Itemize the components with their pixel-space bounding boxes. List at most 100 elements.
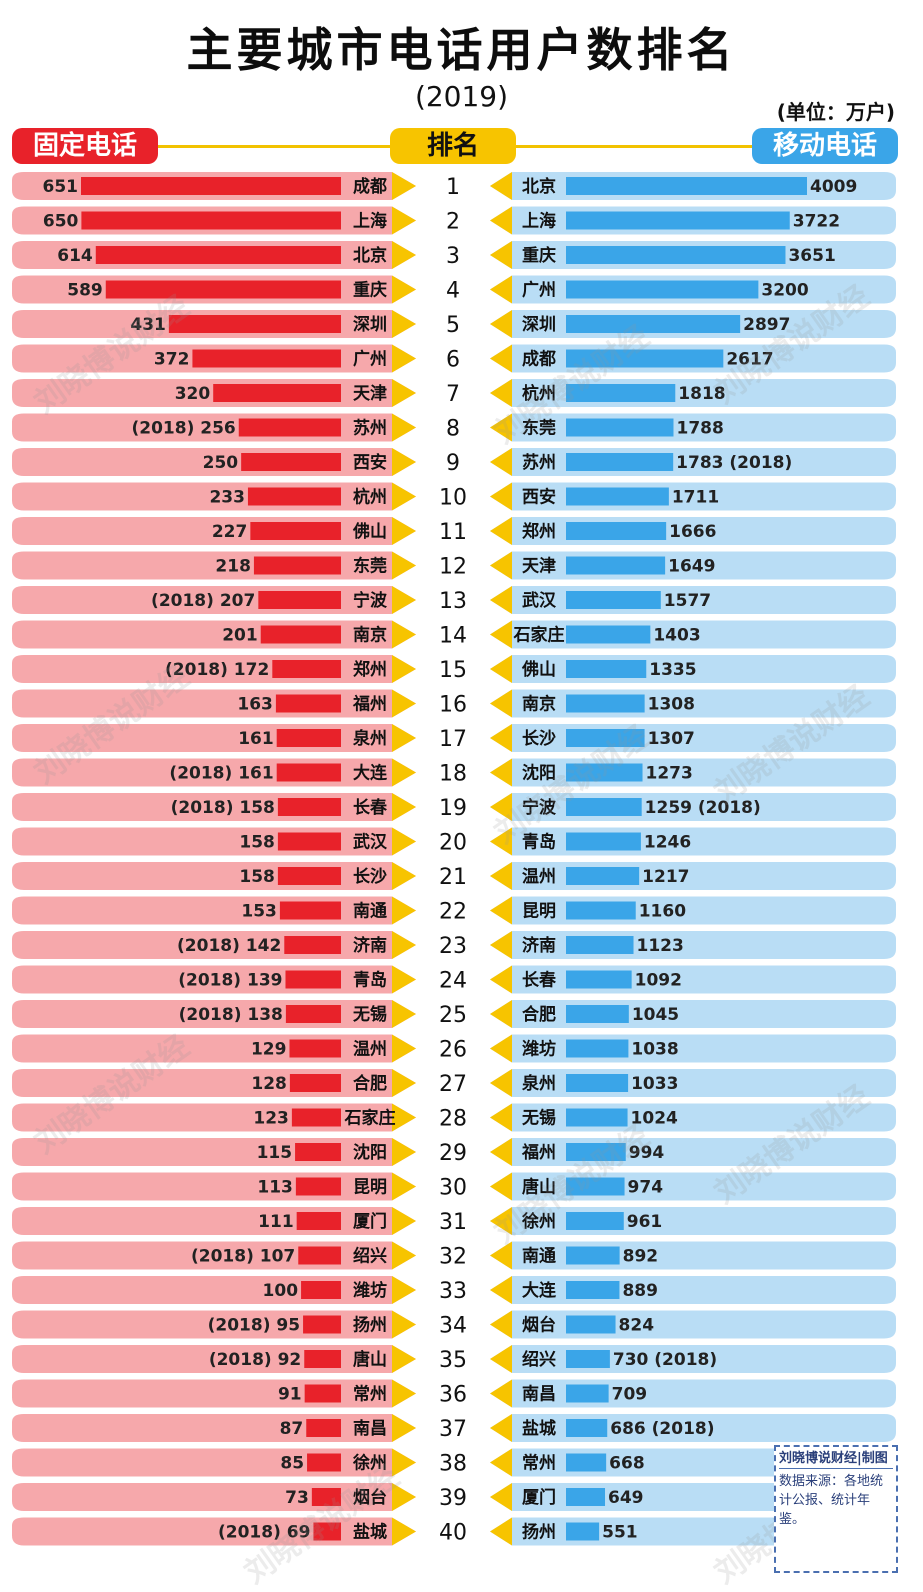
mobile-value-label: 1038 [631, 1040, 678, 1060]
mobile-value-label: 974 [628, 1178, 664, 1198]
fixed-city-label: 常州 [353, 1384, 387, 1405]
rank-label: 1 [446, 175, 460, 200]
mobile-value-label: 1123 [637, 936, 684, 956]
mobile-bar [566, 556, 666, 575]
source-box: 刘晓博说财经|制图 数据来源：各地统计公报、统计年鉴。 [774, 1445, 898, 1573]
fixed-value-label: (2018) 142 [177, 936, 281, 956]
mobile-bar [566, 798, 642, 816]
mobile-bar [566, 832, 641, 851]
fixed-arrow [392, 586, 416, 614]
rank-label: 38 [439, 1452, 467, 1477]
rank-label: 37 [439, 1417, 467, 1442]
mobile-arrow [490, 172, 512, 200]
fixed-city-label: 扬州 [353, 1315, 387, 1336]
mobile-city-label: 苏州 [522, 452, 556, 473]
fixed-bar [247, 487, 341, 506]
mobile-bar [566, 729, 645, 747]
fixed-bar [295, 1177, 341, 1196]
fixed-arrow [392, 1517, 416, 1546]
fixed-bar [168, 315, 341, 333]
mobile-city-label: 南昌 [522, 1384, 556, 1405]
rank-label: 6 [446, 348, 460, 373]
fixed-city-label: 福州 [352, 694, 387, 715]
page-title: 主要城市电话用户数排名 [186, 23, 737, 77]
mobile-value-label: 1092 [635, 971, 682, 991]
fixed-value-label: 320 [175, 384, 211, 404]
mobile-value-label: 709 [612, 1385, 648, 1405]
fixed-arrow [392, 379, 416, 407]
rank-label: 4 [446, 279, 460, 304]
mobile-city-label: 沈阳 [522, 763, 556, 784]
mobile-arrow [490, 620, 512, 649]
mobile-bar [566, 1350, 610, 1368]
fixed-value-label: 113 [257, 1178, 293, 1198]
fixed-value-label: (2018) 107 [191, 1247, 295, 1267]
fixed-bar [277, 798, 341, 816]
fixed-arrow [392, 206, 416, 235]
fixed-city-label: 石家庄 [344, 1108, 396, 1129]
fixed-arrow [392, 241, 416, 269]
mobile-bar [566, 384, 676, 402]
rank-label: 15 [439, 658, 467, 683]
mobile-bar [566, 660, 647, 678]
rank-label: 20 [439, 831, 467, 856]
fixed-value-label: 100 [263, 1281, 299, 1301]
rank-label: 5 [446, 313, 460, 338]
fixed-arrow [392, 1483, 416, 1511]
mobile-value-label: 1273 [646, 764, 693, 784]
mobile-value-label: 1307 [648, 729, 695, 749]
mobile-value-label: 1045 [632, 1005, 679, 1025]
mobile-city-label: 潍坊 [522, 1039, 556, 1060]
year-label: (2019) [414, 80, 509, 113]
mobile-arrow [490, 1483, 512, 1511]
rank-label: 2 [446, 210, 460, 235]
fixed-value-label: 115 [257, 1143, 293, 1163]
mobile-value-label: 3651 [788, 246, 835, 266]
fixed-bar [272, 660, 341, 678]
mobile-phone-header: 移动电话 [752, 128, 898, 164]
mobile-city-label: 南通 [522, 1246, 556, 1267]
fixed-arrow [392, 1207, 416, 1235]
fixed-bar [279, 901, 341, 920]
mobile-value-label: 649 [608, 1488, 644, 1508]
fixed-arrow [392, 896, 416, 925]
mobile-value-label: 1649 [668, 557, 715, 577]
mobile-bar [566, 1315, 616, 1334]
fixed-arrow [392, 1138, 416, 1166]
fixed-bar [238, 418, 341, 437]
fixed-city-label: 南通 [353, 901, 387, 922]
fixed-city-label: 郑州 [353, 659, 387, 680]
fixed-value-label: 431 [130, 315, 166, 335]
fixed-value-label: 372 [154, 350, 190, 370]
mobile-arrow [490, 724, 512, 752]
fixed-city-label: 昆明 [353, 1178, 387, 1198]
mobile-arrow [490, 551, 512, 580]
mobile-value-label: 3722 [793, 212, 840, 232]
mobile-city-label: 无锡 [521, 1108, 556, 1129]
mobile-city-label: 天津 [522, 556, 556, 577]
fixed-value-label: (2018) 207 [151, 591, 255, 611]
fixed-city-label: 盐城 [353, 1522, 387, 1543]
fixed-value-label: 85 [280, 1454, 304, 1474]
mobile-city-label: 长春 [522, 970, 556, 991]
fixed-bar [304, 1384, 341, 1403]
mobile-arrow [490, 827, 512, 856]
fixed-arrow [392, 344, 416, 373]
fixed-bar [213, 384, 341, 402]
rank-label: 39 [439, 1486, 467, 1511]
mobile-bar [566, 970, 632, 989]
mobile-arrow [490, 1207, 512, 1235]
mobile-arrow [490, 586, 512, 614]
mobile-bar [566, 901, 636, 920]
mobile-city-label: 广州 [522, 280, 556, 301]
mobile-arrow [490, 344, 512, 373]
fixed-city-label: 西安 [353, 452, 387, 473]
fixed-bar [298, 1246, 341, 1265]
mobile-city-label: 大连 [522, 1280, 557, 1301]
fixed-city-label: 成都 [353, 176, 387, 197]
mobile-arrow [490, 862, 512, 890]
mobile-value-label: 668 [609, 1454, 645, 1474]
mobile-city-label: 昆明 [522, 902, 556, 922]
mobile-arrow [490, 1345, 512, 1373]
